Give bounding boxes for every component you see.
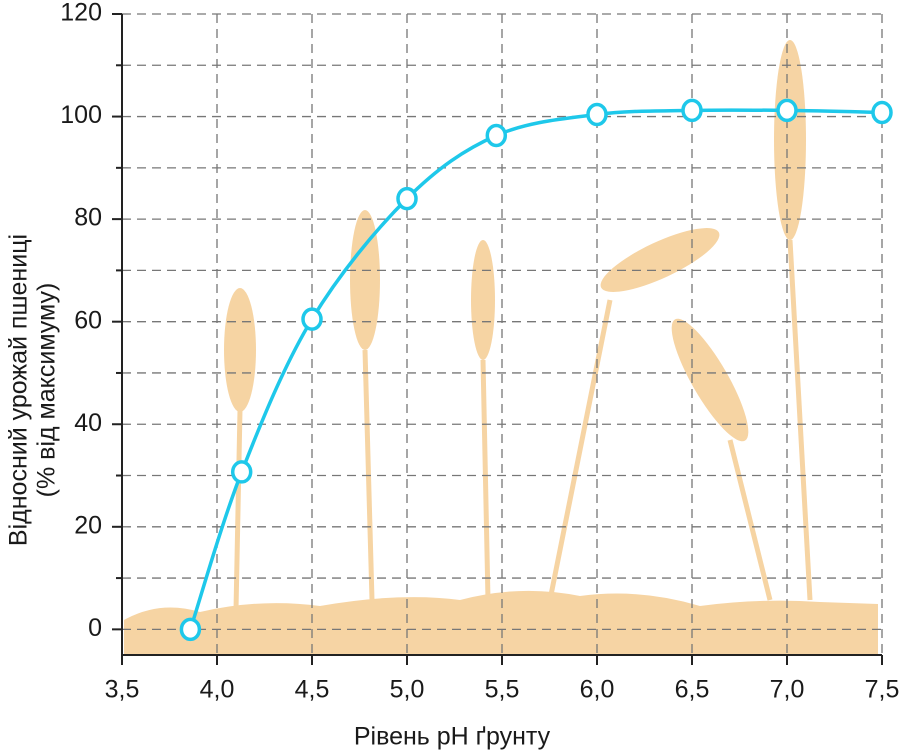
x-tick-label: 7,0 — [770, 676, 805, 704]
data-point — [230, 460, 253, 484]
y-tick-label: 40 — [74, 409, 102, 437]
y-tick-label: 100 — [60, 101, 102, 129]
y-tick-label: 60 — [74, 306, 102, 334]
data-point — [485, 123, 508, 148]
x-tick-label: 6,0 — [580, 676, 615, 704]
x-tick-label: 7,5 — [865, 676, 900, 704]
x-tick-label: 4,5 — [295, 676, 330, 704]
x-tick-label: 5,0 — [390, 676, 425, 704]
data-point — [301, 307, 323, 331]
data-point — [681, 98, 703, 123]
y-tick-label: 80 — [74, 204, 102, 232]
y-tick-label: 120 — [60, 0, 102, 27]
series-line — [188, 108, 883, 630]
x-tick-label: 6,5 — [675, 676, 710, 704]
x-axis-title: Рівень рН ґрунту — [354, 723, 551, 751]
data-point — [776, 98, 798, 123]
x-tick-label: 3,5 — [105, 676, 140, 704]
data-point — [179, 617, 202, 642]
y-axis-title: Відносний урожай пшениці — [5, 234, 33, 546]
x-tick-label: 4,0 — [200, 676, 235, 704]
x-tick-label: 5,5 — [485, 676, 520, 704]
y-axis-title: (% від максимуму) — [33, 283, 61, 498]
data-point — [586, 102, 608, 127]
y-tick-label: 0 — [88, 614, 102, 642]
data-point — [396, 186, 418, 211]
y-tick-label: 20 — [74, 511, 102, 539]
data-point — [871, 100, 893, 125]
